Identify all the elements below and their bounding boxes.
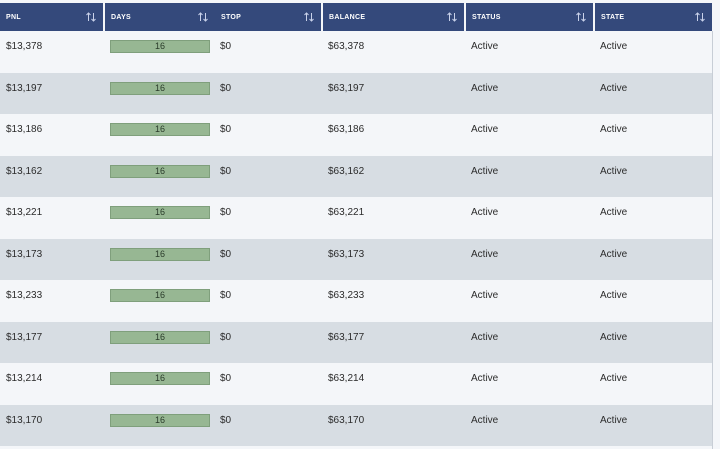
balance-cell: $63,197 xyxy=(328,82,365,94)
table-row[interactable]: $13,186 $0 $63,186 Active Active 16 xyxy=(0,114,712,156)
status-cell: Active xyxy=(471,331,499,343)
balance-cell: $63,170 xyxy=(328,414,365,426)
pnl-cell: $13,170 xyxy=(6,414,43,426)
days-progress-bar: 16 xyxy=(110,247,210,261)
table-row[interactable]: $13,233 $0 $63,233 Active Active 16 xyxy=(0,280,712,322)
status-cell: Active xyxy=(471,41,499,52)
table-row[interactable]: $13,173 $0 $63,173 Active Active 16 xyxy=(0,238,712,280)
status-cell: Active xyxy=(471,124,499,135)
balance-cell: $63,177 xyxy=(328,331,365,343)
table-row[interactable]: $13,197 $0 $63,197 Active Active 16 xyxy=(0,72,712,114)
state-cell: Active xyxy=(600,248,628,260)
column-header-pnl[interactable]: PNL xyxy=(0,3,103,31)
state-cell: Active xyxy=(600,207,628,218)
table-row[interactable]: $13,378 $0 $63,378 Active Active 16 xyxy=(0,31,712,73)
stop-cell: $0 xyxy=(220,124,232,135)
balance-cell: $63,186 xyxy=(328,124,365,135)
table-row[interactable]: $13,170 $0 $63,170 Active Active 16 xyxy=(0,404,712,446)
status-cell: Active xyxy=(471,248,499,260)
balance-cell: $63,214 xyxy=(328,373,365,384)
pnl-cell: $13,197 xyxy=(6,82,43,94)
status-cell: Active xyxy=(471,165,499,177)
pnl-cell: $13,162 xyxy=(6,165,43,177)
column-header-state[interactable]: STATE xyxy=(595,3,712,31)
sort-icon[interactable] xyxy=(85,11,97,23)
pnl-cell: $13,233 xyxy=(6,290,43,301)
sort-icon[interactable] xyxy=(575,11,587,23)
status-cell: Active xyxy=(471,373,499,384)
days-progress-bar: 16 xyxy=(110,289,210,302)
state-cell: Active xyxy=(600,331,628,343)
stop-cell: $0 xyxy=(220,207,232,218)
stop-cell: $0 xyxy=(220,165,232,177)
table-row[interactable]: $13,214 $0 $63,214 Active Active 16 xyxy=(0,363,712,405)
days-progress-bar: 16 xyxy=(110,40,210,53)
stop-cell: $0 xyxy=(220,373,232,384)
state-cell: Active xyxy=(600,41,628,52)
pnl-cell: $13,378 xyxy=(6,41,43,52)
table-row[interactable]: $13,162 $0 $63,162 Active Active 16 xyxy=(0,155,712,197)
scrollbar-track[interactable] xyxy=(712,31,713,449)
balance-cell: $63,221 xyxy=(328,207,365,218)
state-cell: Active xyxy=(600,165,628,177)
days-progress-bar: 16 xyxy=(110,123,210,136)
stop-cell: $0 xyxy=(220,248,232,260)
pnl-cell: $13,177 xyxy=(6,331,43,343)
state-cell: Active xyxy=(600,414,628,426)
column-label: BALANCE xyxy=(329,13,366,21)
days-progress-bar: 16 xyxy=(110,206,210,219)
days-progress-bar: 16 xyxy=(110,164,210,178)
state-cell: Active xyxy=(600,373,628,384)
status-cell: Active xyxy=(471,414,499,426)
sort-icon[interactable] xyxy=(303,11,315,23)
stop-cell: $0 xyxy=(220,41,232,52)
days-progress-bar: 16 xyxy=(110,81,210,95)
balance-cell: $63,233 xyxy=(328,290,365,301)
column-label: STOP xyxy=(221,13,242,21)
column-label: STATE xyxy=(601,13,625,21)
status-cell: Active xyxy=(471,207,499,218)
state-cell: Active xyxy=(600,290,628,301)
column-label: DAYS xyxy=(111,13,132,21)
balance-cell: $63,162 xyxy=(328,165,365,177)
column-header-status[interactable]: STATUS xyxy=(466,3,593,31)
sort-icon[interactable] xyxy=(197,11,209,23)
column-label: PNL xyxy=(6,13,21,21)
table-row[interactable]: $13,177 $0 $63,177 Active Active 16 xyxy=(0,321,712,363)
stop-cell: $0 xyxy=(220,290,232,301)
status-cell: Active xyxy=(471,290,499,301)
state-cell: Active xyxy=(600,124,628,135)
pnl-cell: $13,173 xyxy=(6,248,43,260)
pnl-cell: $13,214 xyxy=(6,373,43,384)
column-header-stop[interactable]: STOP xyxy=(215,3,321,31)
balance-cell: $63,173 xyxy=(328,248,365,260)
column-header-balance[interactable]: BALANCE xyxy=(323,3,464,31)
table-header: PNL DAYS STOP BALANCE STATUS STATE xyxy=(0,3,720,31)
sort-icon[interactable] xyxy=(446,11,458,23)
column-label: STATUS xyxy=(472,13,501,21)
days-progress-bar: 16 xyxy=(110,413,210,427)
state-cell: Active xyxy=(600,82,628,94)
stop-cell: $0 xyxy=(220,82,232,94)
days-progress-bar: 16 xyxy=(110,372,210,385)
pnl-cell: $13,221 xyxy=(6,207,43,218)
stop-cell: $0 xyxy=(220,414,232,426)
column-header-days[interactable]: DAYS xyxy=(105,3,215,31)
balance-cell: $63,378 xyxy=(328,41,365,52)
status-cell: Active xyxy=(471,82,499,94)
table-row[interactable]: $13,221 $0 $63,221 Active Active 16 xyxy=(0,197,712,239)
pnl-cell: $13,186 xyxy=(6,124,43,135)
sort-icon[interactable] xyxy=(694,11,706,23)
days-progress-bar: 16 xyxy=(110,330,210,344)
stop-cell: $0 xyxy=(220,331,232,343)
